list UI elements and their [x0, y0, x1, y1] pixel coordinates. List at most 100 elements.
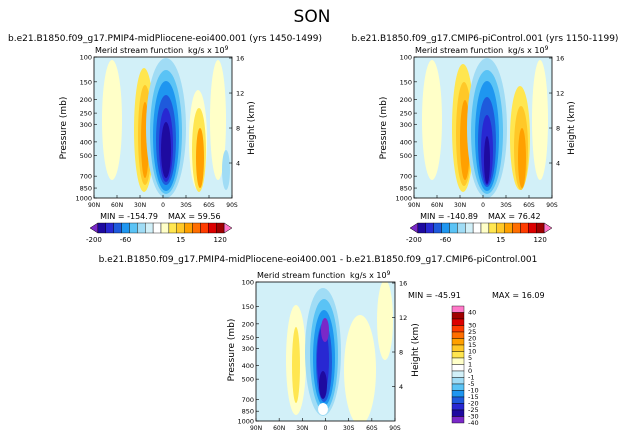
panel-a-colorbar-swatch — [129, 222, 138, 234]
panel-b-colorbar-swatch — [496, 222, 505, 234]
panel-c-subtitle: Merid stream function — [257, 271, 345, 280]
panel-c-colorbar-label: -30 — [468, 413, 479, 421]
panel-a-plot — [94, 57, 232, 198]
panel-b-cell-sh-hadley-core — [518, 128, 526, 188]
panel-a-ytick-label: 400 — [80, 138, 92, 146]
panel-b-colorbar-swatch — [528, 222, 537, 234]
panel-c-colorbar-swatch — [451, 331, 465, 339]
panel-c-colorbar-label: -20 — [468, 400, 479, 408]
panel-c-units-text: kg/s x 10 — [350, 271, 387, 280]
panel-c-colorbar-swatch — [451, 338, 465, 346]
panel-a-colorbar-swatch — [216, 222, 225, 234]
panel-c-colorbar-swatch — [451, 383, 465, 391]
panel-b-colorbar-label: -200 — [406, 236, 422, 244]
panel-c-ytick-label: 1000 — [237, 418, 254, 426]
panel-a-colorbar-label: -200 — [86, 236, 102, 244]
panel-a-cell-eq-core — [161, 122, 171, 178]
panel-c-cell-far-sh — [377, 282, 393, 360]
panel-c-xtick-label: 90N — [250, 425, 262, 432]
panel-b-xtick-label: 0 — [481, 202, 485, 209]
panel-c-ylabel-right: Height (km) — [411, 323, 421, 377]
panel-b-xtick-label: 60N — [431, 202, 443, 209]
panel-a-colorbar-swatch — [113, 222, 122, 234]
panel-a-cell-sh-polar — [222, 150, 230, 190]
panel-b-title: b.e21.B1850.f09_g17.CMIP6-piControl.001 … — [352, 34, 619, 44]
panel-c-colorbar-label: -15 — [468, 393, 479, 401]
panel-c-colorbar-swatch — [451, 403, 465, 411]
panel-b-colorbar-swatch — [465, 222, 474, 234]
panel-a-colorbar-label: -60 — [120, 236, 131, 244]
panel-a-colorbar-swatch — [160, 222, 170, 234]
panel-c-units: kg/s x 109 — [350, 270, 391, 280]
panel-b-cell-eq-core — [484, 136, 490, 184]
panel-a-ytick-label: 100 — [80, 54, 92, 62]
panel-a-colorbar-swatch — [200, 222, 209, 234]
panel-b-xtick-label: 60S — [523, 202, 535, 209]
panel-b-xtick-label: 30S — [500, 202, 512, 209]
panel-c-colorbar-label: 25 — [468, 328, 476, 336]
panel-c-colorbar-label: 30 — [468, 322, 476, 330]
panel-c-ytick-label: 100 — [242, 279, 254, 287]
panel-c-colorbar-label: 40 — [468, 309, 476, 317]
panel-a-units-text: kg/s x 10 — [188, 46, 225, 55]
panel-c-title: b.e21.B1850.f09_g17.PMIP4-midPliocene-eo… — [99, 255, 538, 265]
panel-c-colorbar-swatch — [451, 370, 465, 378]
panel-b-colorbar-swatch — [417, 222, 426, 234]
panel-b-plot — [414, 57, 552, 198]
panel-c-colorbar-swatch — [451, 357, 465, 365]
panel-c-colorbar-swatch — [451, 351, 465, 359]
panel-a-colorbar-low-triangle — [89, 222, 99, 234]
panel-b-ytick-right-label: 4 — [556, 160, 560, 168]
panel-a-title: b.e21.B1850.f09_g17.PMIP4-midPliocene-eo… — [8, 34, 322, 44]
panel-b-colorbar-high-triangle — [543, 222, 553, 234]
panel-b-colorbar: -200 -60 15 120 — [406, 222, 553, 244]
panel-c-ytick-label: 250 — [242, 334, 254, 342]
panel-a-colorbar-swatch — [97, 222, 106, 234]
panel-c-xtick-label: 90S — [389, 425, 401, 432]
panel-b-ylabel-right: Height (km) — [567, 101, 577, 155]
panel-a-ytick-right-label: 8 — [236, 125, 240, 133]
panel-a-xtick-label: 60N — [111, 202, 123, 209]
panel-c-xtick-label: 60S — [366, 425, 378, 432]
panel-b-ytick-label: 150 — [400, 78, 412, 86]
panel-b: b.e21.B1850.f09_g17.CMIP6-piControl.001 … — [352, 34, 619, 244]
panel-a-colorbar-swatch — [192, 222, 201, 234]
panel-a: b.e21.B1850.f09_g17.PMIP4-midPliocene-eo… — [8, 34, 322, 244]
panel-c-ytick-label: 300 — [242, 345, 254, 353]
panel-c-min: MIN = -45.91 — [408, 291, 461, 300]
panel-c-ytick-right-label: 16 — [399, 280, 407, 288]
panel-c-ytick-label: 500 — [242, 376, 254, 384]
panel-b-colorbar-swatch — [425, 222, 434, 234]
panel-a-cell-sh-hadley-core — [196, 128, 204, 188]
panel-c-colorbar-label: -10 — [468, 387, 479, 395]
panel-a-xtick-label: 60S — [203, 202, 215, 209]
panel-b-xtick-label: 30N — [454, 202, 466, 209]
panel-b-ytick-label: 850 — [400, 185, 412, 193]
panel-b-colorbar-swatch — [457, 222, 466, 234]
panel-c-colorbar-swatch — [451, 396, 465, 404]
panel-a-ylabel-right: Height (km) — [247, 101, 257, 155]
panel-a-colorbar-swatch — [184, 222, 193, 234]
panel-a-colorbar-label: 120 — [213, 236, 226, 244]
panel-b-ytick-label: 100 — [400, 54, 412, 62]
panel-a-max: MAX = 59.56 — [168, 212, 221, 221]
panel-b-colorbar-swatch — [441, 222, 450, 234]
panel-a-colorbar-swatch — [145, 222, 154, 234]
panel-b-ytick-label: 700 — [400, 173, 412, 181]
panel-c-colorbar-label: 0 — [468, 367, 472, 375]
panel-b-ytick-right-label: 16 — [556, 55, 564, 63]
panel-a-ylabel: Pressure (mb) — [59, 97, 69, 160]
panel-b-xtick-label: 90N — [408, 202, 420, 209]
panel-c-ytick-label: 400 — [242, 362, 254, 370]
panel-a-cell-sh-ferrel — [210, 60, 226, 180]
panel-c-cell-nh-positive-core — [292, 327, 300, 403]
panel-c-cell-eq-surface — [318, 403, 328, 415]
panel-c-ytick-label: 150 — [242, 303, 254, 311]
panel-b-max: MAX = 76.42 — [488, 212, 541, 221]
panel-c-ytick-label: 850 — [242, 408, 254, 416]
panel-c-max: MAX = 16.09 — [492, 291, 545, 300]
panel-a-ytick-label: 150 — [80, 78, 92, 86]
panel-c-colorbar-swatch — [451, 364, 465, 372]
panel-c-cell-sh-positive — [344, 315, 376, 421]
panel-c-xtick-label: 0 — [324, 425, 328, 432]
